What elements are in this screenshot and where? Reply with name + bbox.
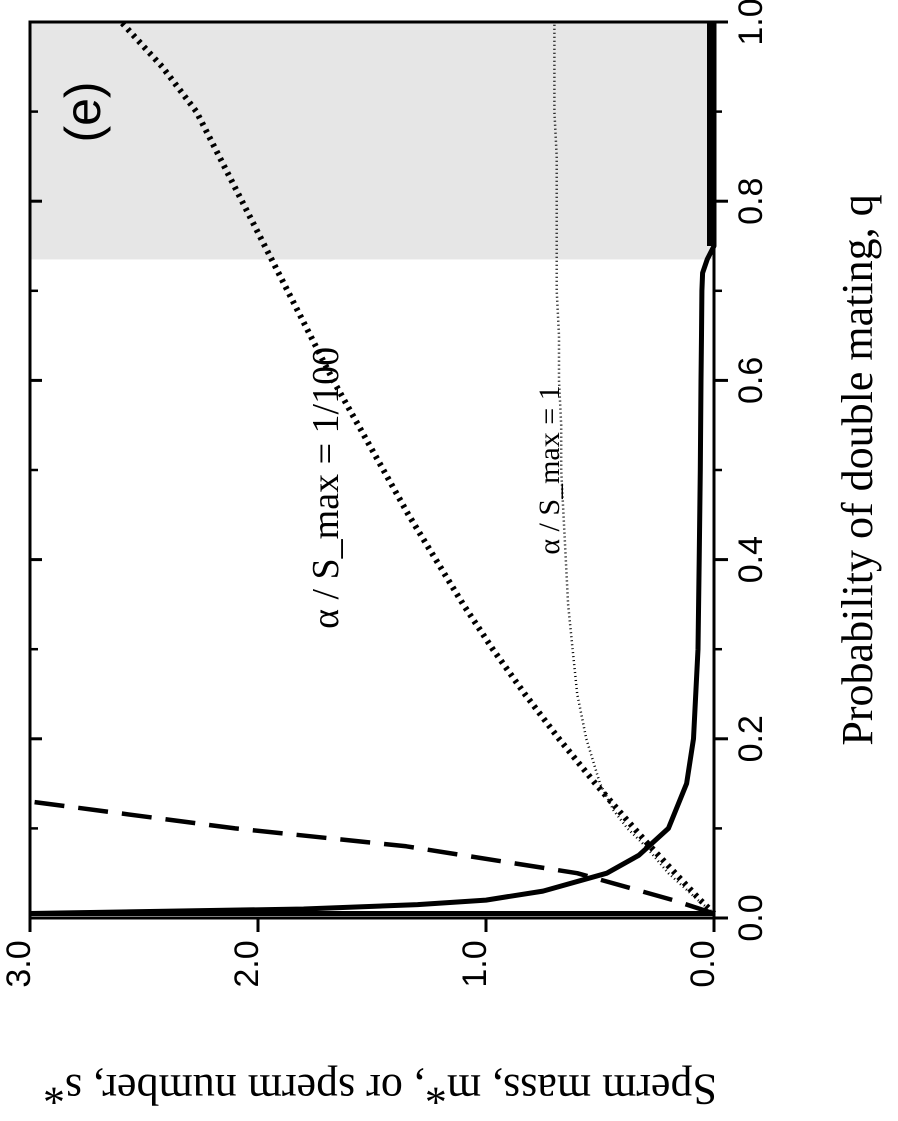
- tick-layer: 0.0 0.2 0.4 0.6 0.8 1.0 0.0 1.0 2.0 3.0: [0, 0, 770, 988]
- series-line-thin-dotted: [553, 22, 715, 915]
- x-axis-title: Probability of double mating, q: [833, 194, 882, 745]
- x-tick-label: 0.0: [732, 894, 770, 941]
- series-line-solid: [29, 22, 717, 916]
- y-tick-label: 2.0: [228, 940, 266, 987]
- y-tick-label: 3.0: [0, 940, 38, 987]
- label-layer: Probability of double mating, q Sperm mas…: [43, 81, 882, 1114]
- curve-annotation: α / S_max = 1/100: [305, 347, 347, 629]
- x-tick-label: 0.6: [732, 357, 770, 404]
- x-tick-label: 0.8: [732, 178, 770, 225]
- y-axis-title: Sperm mass, m*, or sperm number, s*: [43, 1065, 717, 1114]
- shaded-region: [30, 22, 714, 260]
- x-tick-label: 0.2: [732, 715, 770, 762]
- curve-annotation: α / S_max = 1: [533, 385, 566, 554]
- y-tick-label: 1.0: [456, 940, 494, 987]
- series-line-dashed: [29, 799, 715, 916]
- x-tick-label: 1.0: [732, 0, 770, 46]
- x-tick-label: 0.4: [732, 536, 770, 583]
- series-layer: [29, 19, 717, 917]
- y-tick-label: 0.0: [684, 940, 722, 987]
- plot-area: [30, 22, 714, 260]
- panel-label: (e): [55, 81, 111, 142]
